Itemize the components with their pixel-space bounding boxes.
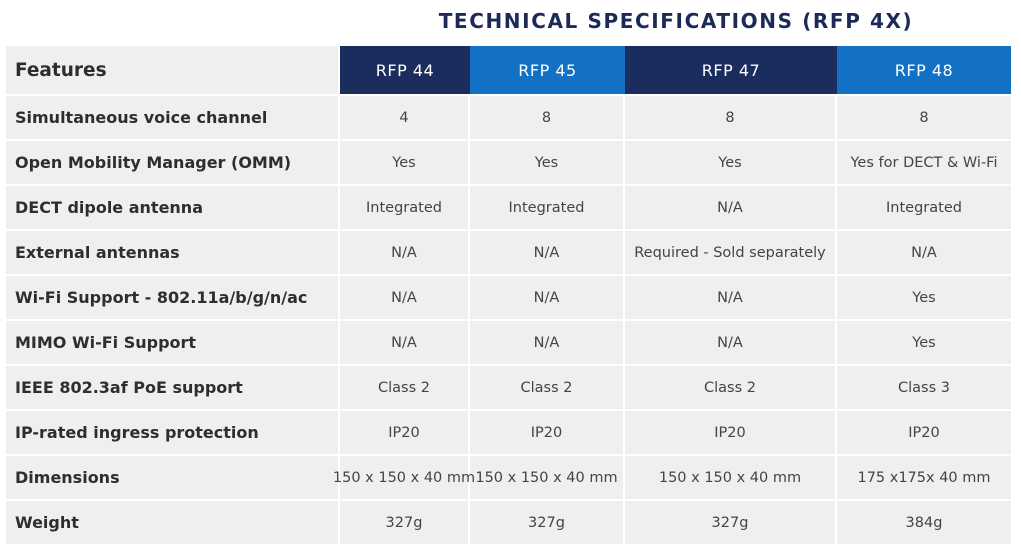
table-cell: 384g (905, 514, 943, 531)
feature-label: External antennas (6, 231, 340, 274)
table-cell: N/A (340, 231, 470, 274)
table-cell: Class 2 (470, 366, 625, 409)
feature-label: MIMO Wi-Fi Support (6, 321, 340, 364)
table-cell: Integrated (470, 186, 625, 229)
table-cell: N/A (470, 231, 625, 274)
features-header: Features (6, 46, 340, 94)
table-row: Weight 327g 327g 327g 384g (6, 501, 1011, 544)
table-cell: Integrated (886, 199, 962, 216)
table-cell: 8 (470, 96, 625, 139)
table-row: Wi-Fi Support - 802.11a/b/g/n/ac N/A N/A N/… (6, 276, 1011, 319)
table-cell: N/A (625, 276, 837, 319)
table-cell: N/A (340, 321, 470, 364)
feature-label: Dimensions (6, 456, 340, 499)
table-cell: Required - Sold separately (625, 231, 837, 274)
table-cell: 150 x 150 x 40 mm (333, 456, 475, 499)
table-row: IP-rated ingress protection IP20 IP20 IP20 I… (6, 411, 1011, 454)
table-row: IEEE 802.3af PoE support Class 2 Class 2 Cl… (6, 366, 1011, 409)
table-cell: 175 x175x 40 mm (857, 469, 991, 486)
table-cell: Integrated (340, 186, 470, 229)
table-cell: Yes (470, 141, 625, 184)
feature-label: IEEE 802.3af PoE support (6, 366, 340, 409)
table-cell: 327g (625, 501, 837, 544)
table-cell: 4 (340, 96, 470, 139)
column-header-rfp-47: RFP 47 (625, 46, 837, 94)
table-cell: IP20 (340, 411, 470, 454)
page-title: TECHNICAL SPECIFICATIONS (RFP 4X) (438, 9, 914, 33)
table-cell: Yes for DECT & Wi-Fi (850, 154, 998, 171)
table-cell: N/A (340, 276, 470, 319)
table-cell: N/A (625, 321, 837, 364)
table-cell: 150 x 150 x 40 mm (470, 456, 625, 499)
table-row: Simultaneous voice channel 4 8 8 8 (6, 96, 1011, 139)
table-header-row: Features RFP 44 RFP 45 RFP 47 RFP 48 (6, 46, 1011, 94)
column-header-rfp-44: RFP 44 (340, 46, 470, 94)
table-cell: 327g (340, 501, 470, 544)
feature-label: Wi-Fi Support - 802.11a/b/g/n/ac (6, 276, 340, 319)
table-row: External antennas N/A N/A Required - Sold s… (6, 231, 1011, 274)
table-cell: 8 (919, 109, 929, 126)
table-cell: Class 2 (340, 366, 470, 409)
table-cell: Yes (625, 141, 837, 184)
table-cell: IP20 (470, 411, 625, 454)
spec-table-body: Simultaneous voice channel 4 8 8 8 Open Mobil… (6, 96, 1011, 546)
feature-label: Open Mobility Manager (OMM) (6, 141, 340, 184)
table-cell: 327g (470, 501, 625, 544)
table-cell: Yes (340, 141, 470, 184)
table-cell: N/A (625, 186, 837, 229)
table-cell: Class 2 (625, 366, 837, 409)
table-row: MIMO Wi-Fi Support N/A N/A N/A Yes (6, 321, 1011, 364)
table-row: DECT dipole antenna Integrated Integrated N… (6, 186, 1011, 229)
table-cell: 150 x 150 x 40 mm (625, 456, 837, 499)
table-cell: 8 (625, 96, 837, 139)
feature-label: Weight (6, 501, 340, 544)
table-cell: Class 3 (898, 379, 950, 396)
table-cell: IP20 (625, 411, 837, 454)
table-cell: Yes (912, 334, 936, 351)
column-header-rfp-48: RFP 48 (837, 46, 1011, 94)
feature-label: Simultaneous voice channel (6, 96, 340, 139)
table-row: Dimensions 150 x 150 x 40 mm 150 x 150 x 4… (6, 456, 1011, 499)
table-cell: N/A (470, 321, 625, 364)
feature-label: DECT dipole antenna (6, 186, 340, 229)
table-cell: N/A (911, 244, 937, 261)
table-cell: N/A (470, 276, 625, 319)
table-cell: Yes (912, 289, 936, 306)
column-header-rfp-45: RFP 45 (470, 46, 625, 94)
feature-label: IP-rated ingress protection (6, 411, 340, 454)
table-cell: IP20 (908, 424, 940, 441)
table-row: Open Mobility Manager (OMM) Yes Yes Yes Yes … (6, 141, 1011, 184)
